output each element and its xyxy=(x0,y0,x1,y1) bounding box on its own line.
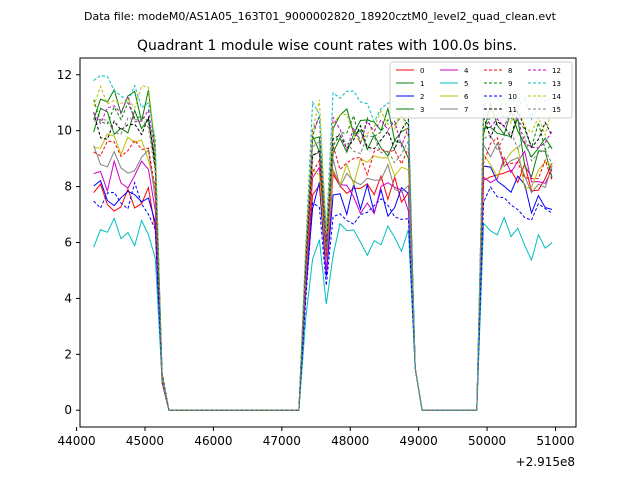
axes-layer: 44000 45000 46000 47000 48000 49000 50000 51000… xyxy=(57,68,575,448)
legend-label-10: 10 xyxy=(508,93,517,101)
y-tick-label-1: 2 xyxy=(64,347,72,361)
legend-label-6: 6 xyxy=(464,93,469,101)
legend-label-5: 5 xyxy=(464,80,468,88)
chart-title: Quadrant 1 module wise count rates with … xyxy=(137,38,517,54)
legend-label-3: 3 xyxy=(420,106,424,114)
x-offset-label: +2.915e8 xyxy=(516,455,575,469)
legend-label-4: 4 xyxy=(464,67,469,75)
legend-label-2: 2 xyxy=(420,93,424,101)
legend-label-9: 9 xyxy=(508,80,512,88)
y-tick-label-4: 8 xyxy=(64,180,72,194)
x-tick-label-4: 48000 xyxy=(331,434,369,448)
legend-label-7: 7 xyxy=(464,106,468,114)
legend-box xyxy=(389,61,573,119)
legend-label-14: 14 xyxy=(552,93,561,101)
y-tick-label-6: 12 xyxy=(57,68,72,82)
y-tick-label-3: 6 xyxy=(64,236,72,250)
y-tick-label-0: 0 xyxy=(64,403,72,417)
series-layer xyxy=(93,74,553,411)
chart-suptitle: Data file: modeM0/AS1A05_163T01_90000028… xyxy=(84,10,557,23)
x-tick-label-6: 50000 xyxy=(468,434,506,448)
legend-label-11: 11 xyxy=(508,106,517,114)
x-tick-label-3: 47000 xyxy=(263,434,301,448)
x-tick-label-7: 51000 xyxy=(536,434,574,448)
series-line-15 xyxy=(93,117,553,411)
x-tick-label-5: 49000 xyxy=(400,434,438,448)
legend-label-1: 1 xyxy=(420,80,424,88)
legend-label-8: 8 xyxy=(508,67,512,75)
y-tick-label-5: 10 xyxy=(57,124,72,138)
y-tick-label-2: 4 xyxy=(64,291,72,305)
legend-label-12: 12 xyxy=(552,67,561,75)
legend-label-13: 13 xyxy=(552,80,561,88)
x-tick-label-2: 46000 xyxy=(194,434,232,448)
x-tick-label-0: 44000 xyxy=(57,434,95,448)
x-tick-label-1: 45000 xyxy=(126,434,164,448)
legend-label-0: 0 xyxy=(420,67,424,75)
legend-label-15: 15 xyxy=(552,106,561,114)
